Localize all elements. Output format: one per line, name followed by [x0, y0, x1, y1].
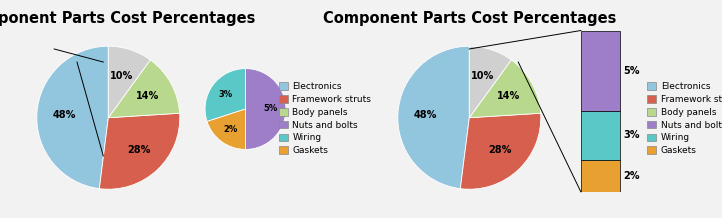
Wedge shape [108, 46, 150, 118]
Legend: Electronics, Framework struts, Body panels, Nuts and bolts, Wiring, Gaskets: Electronics, Framework struts, Body pane… [647, 82, 722, 155]
Wedge shape [461, 113, 541, 189]
Wedge shape [205, 69, 245, 121]
Wedge shape [469, 46, 511, 118]
Wedge shape [100, 113, 180, 189]
Text: 2%: 2% [224, 125, 238, 134]
Text: 3%: 3% [218, 90, 232, 99]
Wedge shape [108, 60, 180, 118]
Text: 10%: 10% [110, 71, 134, 81]
Wedge shape [245, 69, 286, 149]
Wedge shape [469, 60, 541, 118]
Text: 48%: 48% [414, 110, 437, 120]
Text: 28%: 28% [488, 145, 511, 155]
Wedge shape [37, 46, 108, 189]
Title: Component Parts Cost Percentages: Component Parts Cost Percentages [0, 11, 255, 26]
FancyBboxPatch shape [581, 160, 619, 192]
Text: 48%: 48% [53, 110, 76, 120]
Wedge shape [207, 109, 245, 149]
FancyBboxPatch shape [581, 111, 619, 160]
Text: 3%: 3% [623, 130, 640, 140]
Text: 5%: 5% [623, 66, 640, 76]
Wedge shape [398, 46, 469, 189]
Text: 28%: 28% [127, 145, 150, 155]
Text: 10%: 10% [471, 71, 495, 81]
Legend: Electronics, Framework struts, Body panels, Nuts and bolts, Wiring, Gaskets: Electronics, Framework struts, Body pane… [279, 82, 371, 155]
Text: 2%: 2% [623, 171, 640, 181]
FancyBboxPatch shape [581, 31, 619, 111]
Title: Component Parts Cost Percentages: Component Parts Cost Percentages [323, 11, 616, 26]
Text: 5%: 5% [264, 104, 278, 114]
Text: 14%: 14% [136, 91, 159, 101]
Text: 14%: 14% [497, 91, 520, 101]
